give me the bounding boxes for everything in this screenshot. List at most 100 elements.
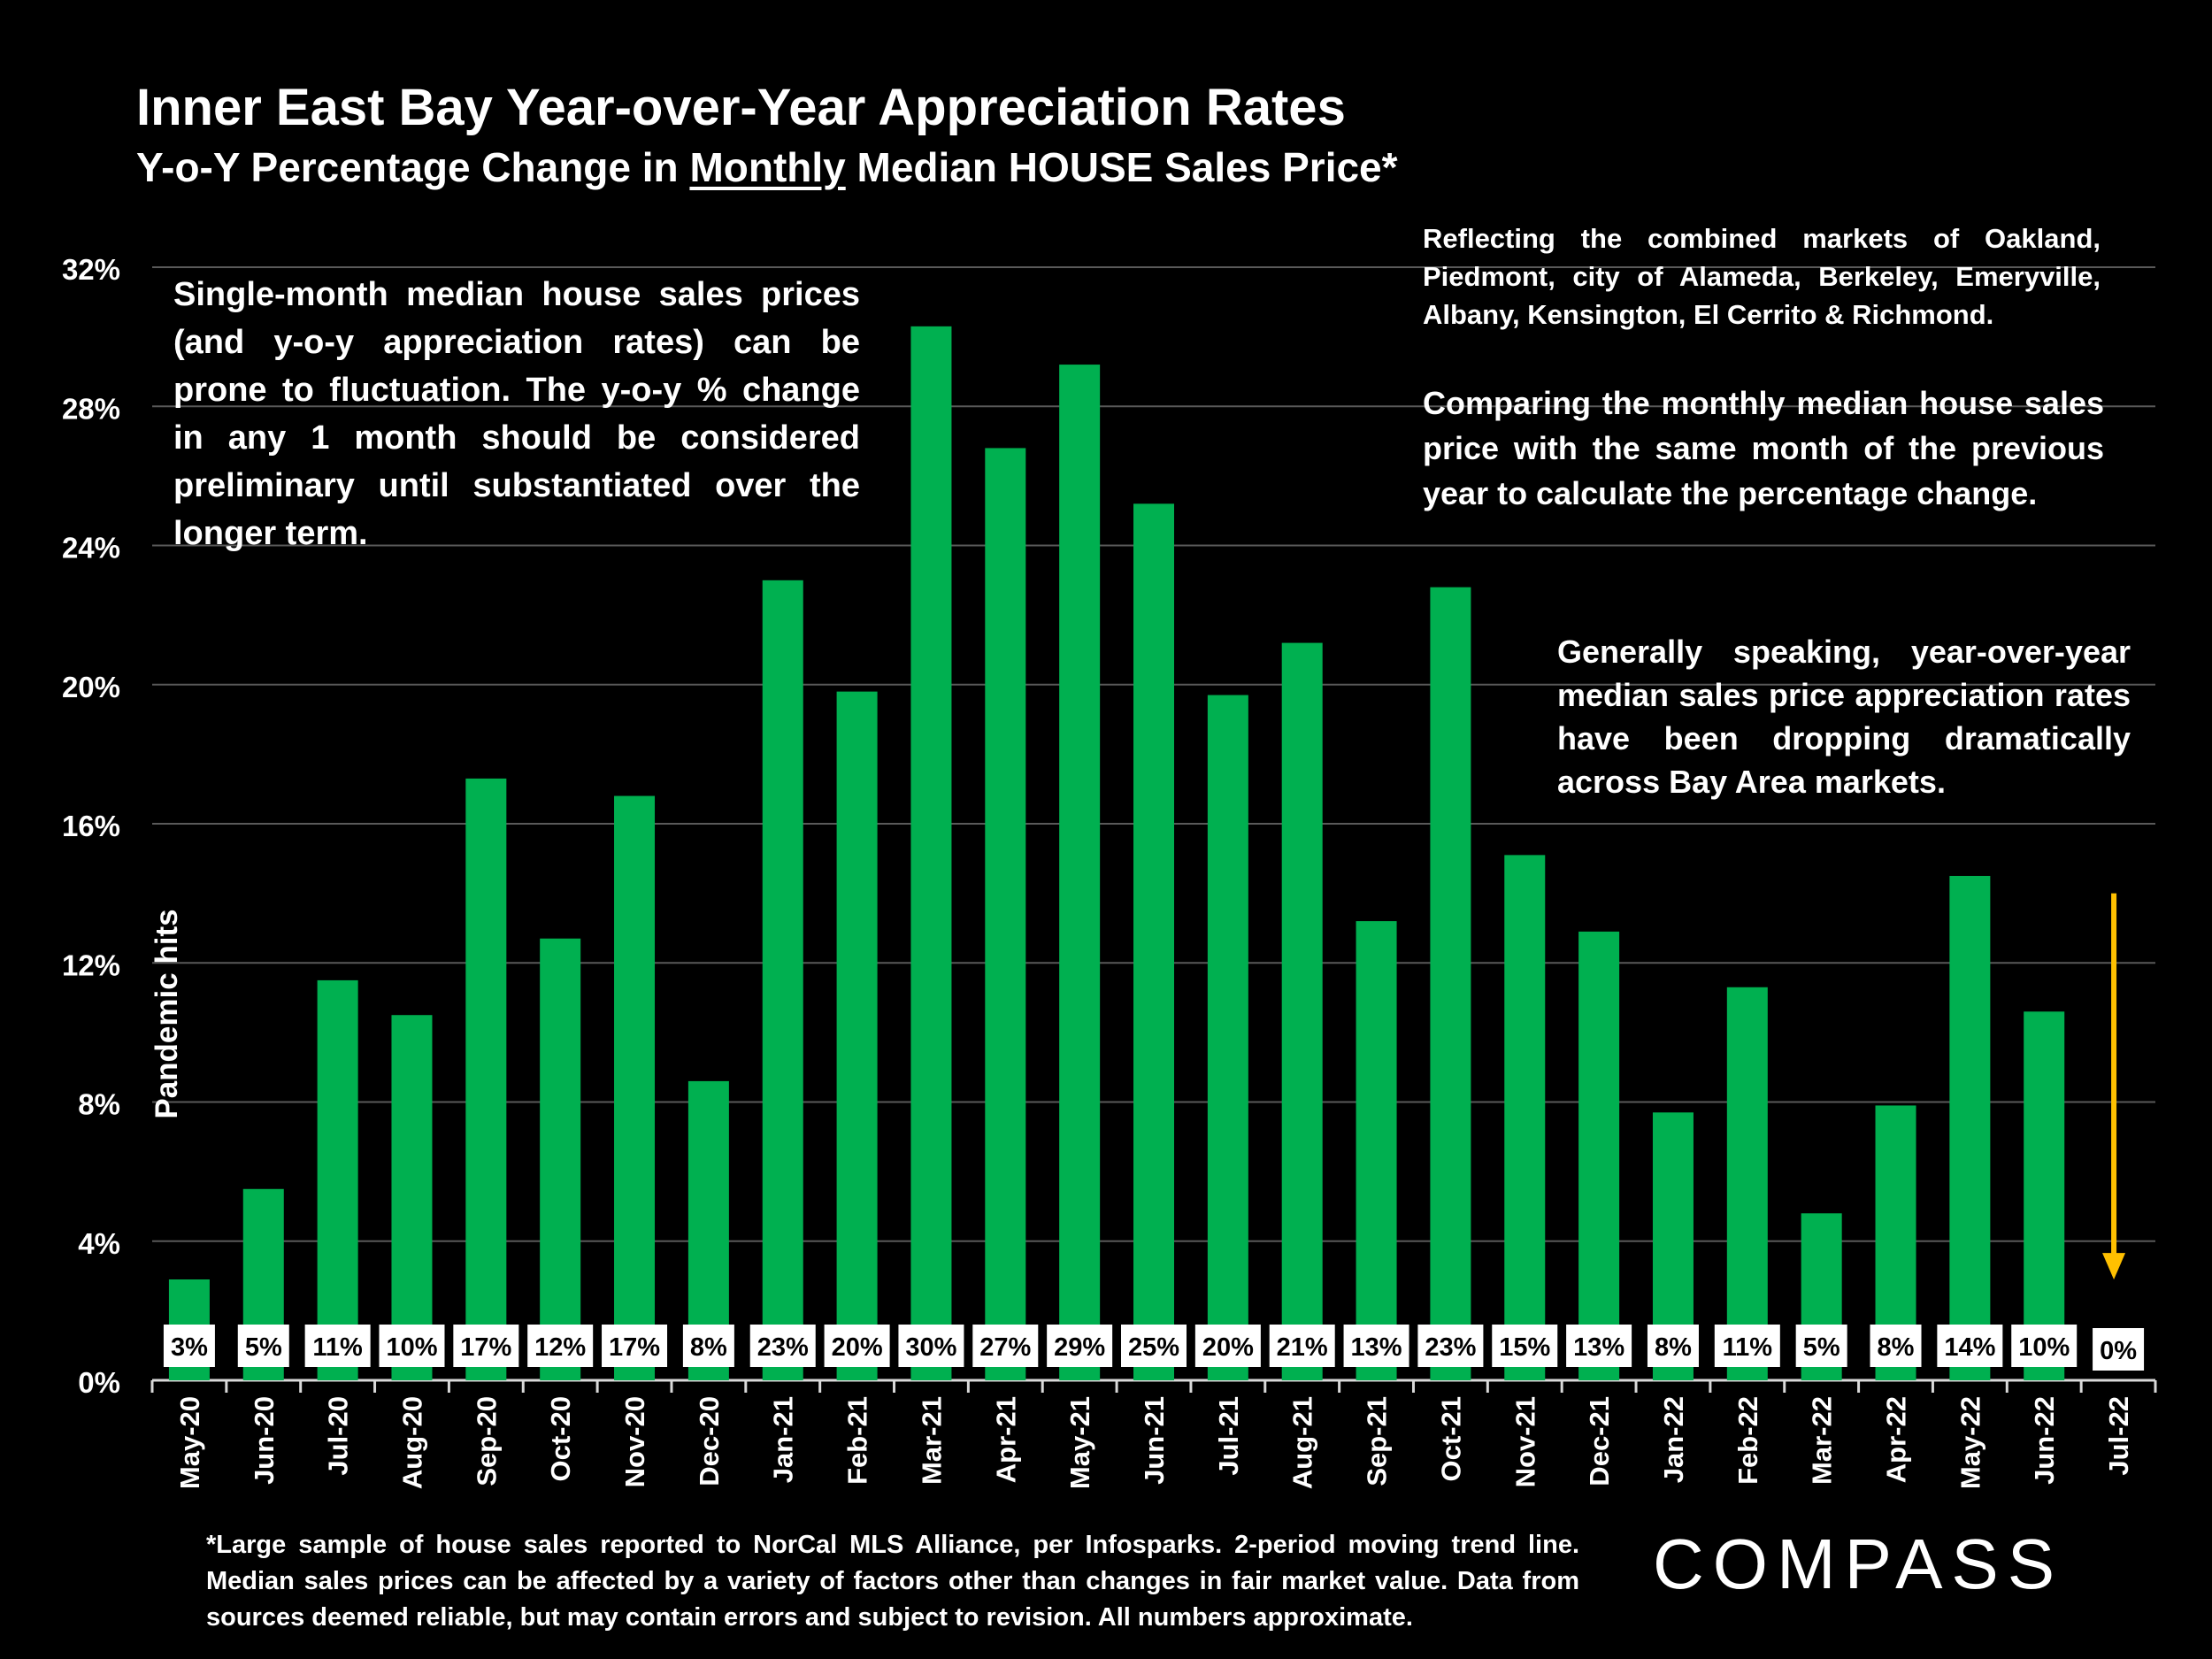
subtitle-underlined-word: Monthly (689, 144, 846, 190)
data-label-box (163, 1325, 215, 1367)
data-label: 11% (312, 1333, 363, 1362)
bar-Aug-20 (391, 1015, 433, 1380)
data-label: 17% (609, 1333, 660, 1362)
data-label-box (1047, 1325, 1113, 1367)
x-category-label: Nov-21 (1509, 1396, 1540, 1487)
data-label: 8% (690, 1333, 727, 1362)
data-label-box (824, 1325, 890, 1367)
data-label-box (453, 1325, 519, 1367)
x-category-label: Feb-21 (842, 1396, 873, 1485)
y-tick-label: 0% (78, 1366, 120, 1399)
bar-Nov-21 (1504, 855, 1546, 1380)
data-label: 23% (1425, 1333, 1476, 1362)
bar-Sep-20 (465, 778, 507, 1380)
data-label: 30% (905, 1333, 956, 1362)
trend-arrow-head (2102, 1253, 2126, 1280)
x-category-label: Jul-20 (323, 1396, 354, 1476)
data-label: 8% (1655, 1333, 1692, 1362)
x-category-label: Oct-20 (545, 1396, 576, 1481)
x-category-label: Aug-21 (1287, 1396, 1318, 1489)
data-label: 13% (1351, 1333, 1402, 1362)
data-label-box (602, 1325, 668, 1367)
data-label-box (527, 1325, 594, 1367)
data-label-box (898, 1325, 964, 1367)
pandemic-hits-label: Pandemic hits (150, 909, 184, 1118)
data-label-box (1714, 1325, 1780, 1367)
x-category-label: Mar-22 (1807, 1396, 1838, 1485)
chart-subtitle: Y-o-Y Percentage Change in Monthly Media… (136, 144, 1398, 190)
data-label: 10% (386, 1333, 437, 1362)
data-label: 0% (2100, 1337, 2137, 1365)
bar-Sep-21 (1356, 921, 1397, 1380)
data-label: 15% (1499, 1333, 1550, 1362)
data-label-box (379, 1325, 445, 1367)
data-label-box (2011, 1325, 2078, 1367)
markets-note: Reflecting the combined markets of Oakla… (1423, 223, 2101, 330)
data-label-box (1417, 1325, 1484, 1367)
x-category-label: May-20 (174, 1396, 205, 1489)
x-category-label: Jan-22 (1658, 1396, 1689, 1483)
bar-Oct-20 (540, 938, 581, 1380)
data-label-box (1870, 1325, 1922, 1367)
compass-logo: COMPASS (1653, 1525, 2064, 1603)
data-label: 12% (534, 1333, 586, 1362)
x-category-label: Sep-21 (1362, 1396, 1393, 1486)
data-label: 27% (979, 1333, 1031, 1362)
data-label: 5% (1803, 1333, 1840, 1362)
x-category-label: Mar-21 (916, 1396, 947, 1485)
footnote: *Large sample of house sales reported to… (206, 1531, 1579, 1632)
data-label-box (1194, 1325, 1261, 1367)
data-label-box (1647, 1325, 1699, 1367)
y-tick-label: 28% (62, 392, 120, 425)
x-category-label: Apr-22 (1881, 1396, 1912, 1483)
fluctuation-note: Single-month median house sales prices (… (173, 276, 860, 552)
data-label-box (682, 1325, 734, 1367)
data-label: 13% (1573, 1333, 1624, 1362)
y-tick-label: 24% (62, 532, 120, 565)
data-label-box (1269, 1325, 1335, 1367)
x-category-label: Jun-22 (2029, 1396, 2060, 1485)
data-label-box (2093, 1328, 2145, 1371)
data-label: 23% (757, 1333, 809, 1362)
x-category-label: Apr-21 (990, 1396, 1021, 1483)
x-category-label: Jul-22 (2103, 1396, 2134, 1476)
bar-Jul-21 (1207, 695, 1248, 1380)
bar-Mar-21 (910, 326, 952, 1380)
x-category-label: May-21 (1064, 1396, 1095, 1489)
data-label: 10% (2018, 1333, 2070, 1362)
data-label-box (304, 1325, 371, 1367)
data-label-box (1121, 1325, 1187, 1367)
bar-Apr-21 (985, 448, 1026, 1380)
x-category-label: Nov-20 (619, 1396, 650, 1487)
bar-Jul-20 (317, 979, 358, 1380)
x-category-label: May-22 (1955, 1396, 1985, 1489)
bar-May-21 (1059, 365, 1101, 1381)
trend-note: Generally speaking, year-over-year media… (1557, 634, 2131, 800)
x-category-label: Sep-20 (471, 1396, 502, 1486)
bar-Jun-22 (2024, 1011, 2065, 1380)
bar-Feb-22 (1726, 987, 1768, 1380)
x-category-label: Jan-21 (768, 1396, 799, 1483)
bar-Aug-21 (1281, 642, 1323, 1380)
y-tick-label: 20% (62, 671, 120, 703)
y-tick-label: 4% (78, 1227, 120, 1260)
data-label: 14% (1944, 1333, 1995, 1362)
bar-May-22 (1949, 875, 1991, 1380)
data-label: 20% (1202, 1333, 1254, 1362)
data-label-box (1343, 1325, 1409, 1367)
data-label: 17% (460, 1333, 511, 1362)
y-tick-label: 16% (62, 810, 120, 842)
y-tick-label: 12% (62, 949, 120, 981)
bar-Dec-21 (1578, 931, 1620, 1380)
data-label: 29% (1054, 1333, 1105, 1362)
y-tick-label: 8% (78, 1088, 120, 1121)
bar-Oct-21 (1430, 587, 1471, 1380)
bar-Feb-21 (836, 691, 878, 1380)
data-label-box (972, 1325, 1039, 1367)
x-category-label: Dec-21 (1584, 1396, 1615, 1486)
data-label-box (1937, 1325, 2003, 1367)
method-note: Comparing the monthly median house sales… (1423, 385, 2104, 511)
x-category-label: Feb-22 (1732, 1396, 1763, 1485)
data-label-box (237, 1325, 289, 1367)
